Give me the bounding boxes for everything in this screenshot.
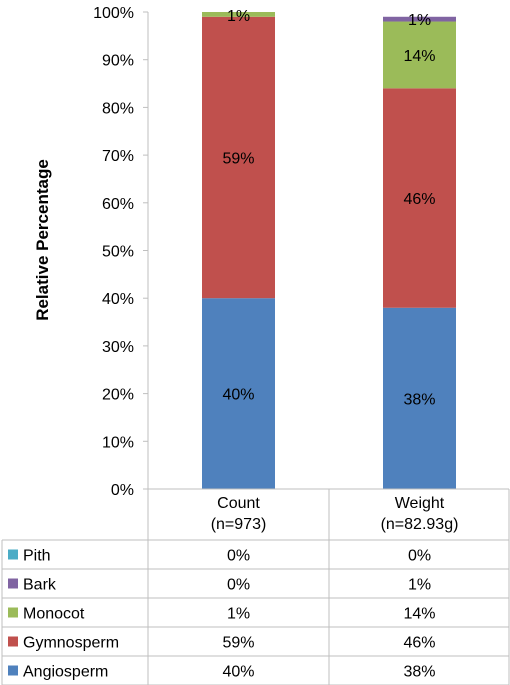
bars: 40% 59% 1% 38% 46% 14% 1% bbox=[202, 8, 456, 489]
y-axis-title: Relative Percentage bbox=[33, 159, 52, 321]
table-cell: 1% bbox=[227, 606, 250, 623]
y-tick-label: 20% bbox=[102, 387, 134, 404]
y-tick-label: 40% bbox=[102, 291, 134, 308]
category-label: Count bbox=[217, 495, 260, 512]
legend-label-pith: Pith bbox=[23, 548, 51, 565]
bar-segment-monocot bbox=[202, 12, 275, 17]
category-label: Weight bbox=[395, 495, 445, 512]
y-axis: 0% 10% 20% 30% 40% 50% 60% 70% 80% 90% 100% bbox=[93, 5, 149, 499]
legend-label-monocot: Monocot bbox=[23, 606, 85, 623]
legend-label-angiosperm: Angiosperm bbox=[23, 664, 108, 681]
legend-key-monocot bbox=[8, 607, 18, 618]
category-sublabel: (n=973) bbox=[211, 516, 267, 533]
table-cell: 59% bbox=[222, 635, 254, 652]
bar-segment-angiosperm bbox=[383, 307, 456, 489]
legend-key-gymnosperm bbox=[8, 636, 18, 647]
table-cell: 14% bbox=[403, 606, 435, 623]
table-cell: 40% bbox=[222, 664, 254, 681]
bar-segment-gymnosperm bbox=[202, 16, 275, 299]
legend-key-pith bbox=[8, 549, 18, 560]
bar-segment-gymnosperm bbox=[383, 88, 456, 308]
y-tick-label: 0% bbox=[111, 482, 134, 499]
y-tick-label: 90% bbox=[102, 53, 134, 70]
y-tick-label: 10% bbox=[102, 434, 134, 451]
y-tick-label: 30% bbox=[102, 339, 134, 356]
bar-value-label: 14% bbox=[403, 48, 435, 65]
bar-value-label: 1% bbox=[408, 12, 431, 29]
y-tick-label: 80% bbox=[102, 100, 134, 117]
y-tick-label: 50% bbox=[102, 244, 134, 261]
table-cell: 38% bbox=[403, 664, 435, 681]
table-cell: 1% bbox=[408, 577, 431, 594]
y-tick-label: 100% bbox=[93, 5, 134, 22]
bar-segment-monocot bbox=[383, 21, 456, 89]
legend-key-bark bbox=[8, 578, 18, 589]
legend-label-bark: Bark bbox=[23, 577, 57, 594]
bar-value-label: 1% bbox=[227, 8, 250, 25]
bar-segment-bark bbox=[383, 16, 456, 22]
table-cell: 46% bbox=[403, 635, 435, 652]
legend-key-angiosperm bbox=[8, 665, 18, 676]
bar-value-label: 38% bbox=[403, 391, 435, 408]
bar-value-label: 59% bbox=[222, 150, 254, 167]
table-cell: 0% bbox=[227, 548, 250, 565]
legend-label-gymnosperm: Gymnosperm bbox=[23, 635, 119, 652]
y-tick-label: 70% bbox=[102, 148, 134, 165]
y-tick-label: 60% bbox=[102, 196, 134, 213]
table-cell: 0% bbox=[408, 548, 431, 565]
bar-segment-angiosperm bbox=[202, 298, 275, 489]
data-table: Count (n=973) Weight (n=82.93g) Pith 0% 0% Bark… bbox=[1, 488, 510, 685]
table-cell: 0% bbox=[227, 577, 250, 594]
bar-value-label: 40% bbox=[222, 387, 254, 404]
category-sublabel: (n=82.93g) bbox=[381, 516, 459, 533]
bar-value-label: 46% bbox=[403, 191, 435, 208]
